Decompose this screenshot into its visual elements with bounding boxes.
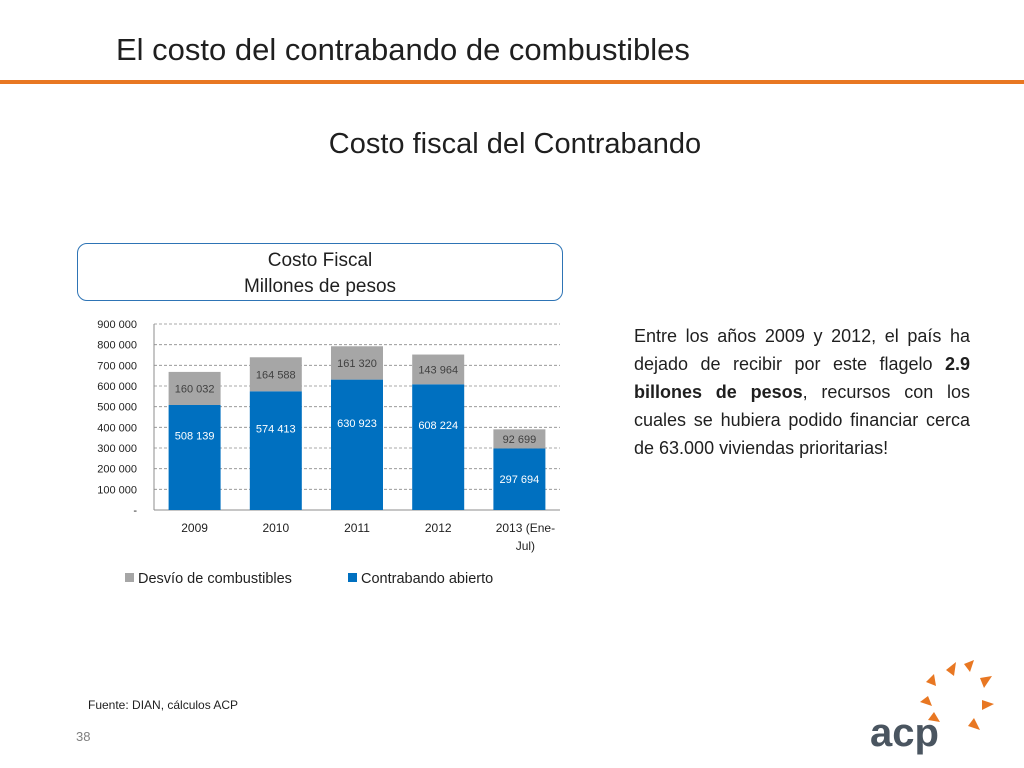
- bar-desvio-combustibles: [168, 371, 221, 405]
- bar-contrabando-abierto: [412, 384, 465, 510]
- bar-desvio-combustibles: [493, 429, 546, 449]
- bar-desvio-combustibles: [249, 357, 302, 392]
- x-tick-label: 2013 (Ene-: [496, 521, 555, 535]
- bar-contrabando-abierto: [168, 404, 221, 510]
- data-label-desvio: 164 588: [256, 369, 296, 381]
- source-note: Fuente: DIAN, cálculos ACP: [88, 698, 239, 712]
- legend-swatch: [125, 573, 134, 582]
- y-tick-label: 300 000: [97, 443, 137, 455]
- bar-desvio-combustibles: [412, 354, 465, 385]
- chart-title-line2: Millones de pesos: [243, 276, 397, 297]
- legend-label: Contrabando abierto: [361, 571, 493, 587]
- y-tick-label: 100 000: [97, 484, 137, 496]
- body-text-intro: Entre los años 2009 y 2012, el país ha d…: [634, 326, 970, 374]
- x-tick-label: 2012: [425, 521, 452, 535]
- page-number: 38: [76, 729, 91, 744]
- slide-title: El costo del contrabando de combustibles: [116, 32, 690, 67]
- body-text: Entre los años 2009 y 2012, el país ha d…: [634, 322, 970, 462]
- data-label-desvio: 143 964: [418, 364, 458, 376]
- data-label-contrabando: 608 224: [418, 420, 458, 432]
- y-tick-label: 500 000: [97, 402, 137, 414]
- y-tick-label: 400 000: [97, 422, 137, 434]
- data-label-contrabando: 574 413: [256, 424, 296, 436]
- legend-swatch: [348, 573, 357, 582]
- body-text-bold: 2.9 billones de pesos: [634, 354, 970, 402]
- bar-desvio-combustibles: [331, 346, 383, 380]
- body-text-rest: , recursos con los cuales se hubiera pod…: [634, 382, 970, 458]
- y-tick-label: 200 000: [97, 464, 137, 476]
- title-rule: [0, 80, 1024, 84]
- x-tick-label: 2009: [181, 521, 208, 535]
- y-tick-label: -: [133, 505, 137, 517]
- data-label-desvio: 160 032: [175, 383, 215, 395]
- y-tick-label: 700 000: [97, 360, 137, 372]
- acp-logo: acp: [870, 660, 994, 755]
- y-tick-label: 600 000: [97, 381, 137, 393]
- chart-title-line1: Costo Fiscal: [267, 250, 373, 271]
- bar-contrabando-abierto: [249, 391, 302, 510]
- slide-subtitle: Costo fiscal del Contrabando: [328, 128, 702, 160]
- data-label-contrabando: 297 694: [500, 474, 540, 486]
- y-tick-label: 800 000: [97, 340, 137, 352]
- data-label-contrabando: 508 139: [175, 430, 215, 442]
- sun-rays-icon: [920, 660, 994, 730]
- chart-title-box: Costo Fiscal Millones de pesos: [77, 243, 563, 301]
- bar-contrabando-abierto: [331, 379, 383, 510]
- x-tick-label: 2010: [262, 521, 289, 535]
- x-tick-label: 2011: [344, 521, 370, 535]
- data-label-desvio: 161 320: [337, 358, 377, 370]
- legend-label: Desvío de combustibles: [138, 571, 292, 587]
- data-label-desvio: 92 699: [503, 434, 537, 446]
- x-tick-label: Jul): [516, 539, 535, 553]
- logo-text: acp: [870, 711, 939, 755]
- bar-contrabando-abierto: [493, 448, 546, 510]
- y-tick-label: 900 000: [97, 319, 137, 331]
- data-label-contrabando: 630 923: [337, 418, 377, 430]
